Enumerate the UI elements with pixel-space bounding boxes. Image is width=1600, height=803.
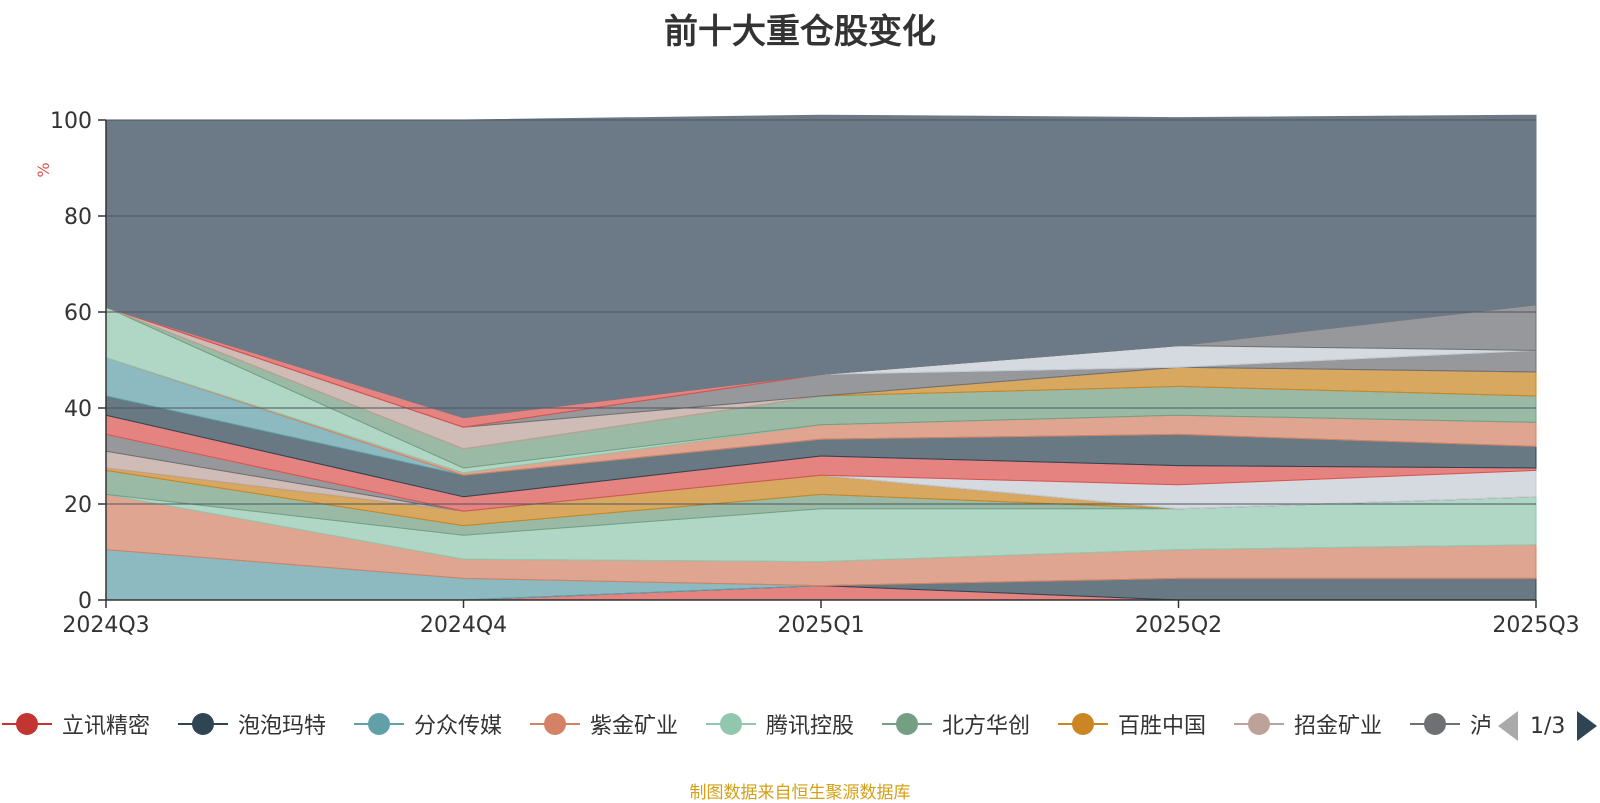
data-source-note: 制图数据来自恒生聚源数据库	[689, 783, 911, 803]
legend-marker-icon	[1058, 706, 1108, 742]
legend-marker-icon	[354, 706, 404, 742]
plot-area	[105, 114, 1537, 601]
y-tick-label-2: 40	[64, 397, 92, 422]
legend-page-indicator: 1/3	[1530, 713, 1566, 739]
legend-item-5[interactable]: 北方华创	[882, 706, 1030, 742]
legend-prev-page-button[interactable]	[1498, 711, 1518, 741]
y-axis-label: %	[34, 162, 53, 177]
legend-label: 百胜中国	[1118, 714, 1207, 739]
legend-marker-icon	[1410, 706, 1460, 742]
chart-title: 前十大重仓股变化	[664, 12, 936, 52]
legend-marker-icon	[1234, 706, 1284, 742]
y-tick-label-1: 20	[64, 493, 92, 518]
legend-marker-icon	[2, 706, 52, 742]
x-tick-label-0: 2024Q3	[62, 613, 149, 638]
legend-item-6[interactable]: 百胜中国	[1058, 706, 1206, 742]
legend-marker-icon	[882, 706, 932, 742]
legend-label: 分众传媒	[414, 714, 503, 739]
gridlines	[106, 119, 1536, 505]
area-series-22	[105, 114, 1537, 419]
legend: 立讯精密 泡泡玛特 分众传媒 紫金矿业 腾讯控股 北方华创 百胜中国 招金矿业 泸	[0, 706, 1490, 742]
legend-marker-icon	[706, 706, 756, 742]
legend-item-2[interactable]: 分众传媒	[354, 706, 502, 742]
legend-item-8[interactable]: 泸	[1410, 706, 1490, 742]
legend-label: 北方华创	[942, 714, 1031, 739]
legend-label: 泸	[1470, 714, 1490, 739]
legend-item-7[interactable]: 招金矿业	[1234, 706, 1382, 742]
x-tick-label-4: 2025Q3	[1492, 613, 1579, 638]
legend-marker-icon	[178, 706, 228, 742]
legend-label: 招金矿业	[1294, 714, 1383, 739]
y-tick-label-3: 60	[64, 301, 92, 326]
legend-marker-icon	[530, 706, 580, 742]
legend-item-0[interactable]: 立讯精密	[2, 706, 150, 742]
x-tick-label-2: 2025Q1	[777, 613, 864, 638]
x-tick-label-1: 2024Q4	[420, 613, 507, 638]
y-tick-label-0: 0	[78, 589, 92, 614]
legend-label: 腾讯控股	[766, 714, 855, 739]
axes: 0 20 40 60 80 100 2024Q3 2024Q4 2025Q1 2025Q2 2025…	[34, 109, 1580, 638]
legend-item-3[interactable]: 紫金矿业	[530, 706, 678, 742]
x-tick-label-3: 2025Q2	[1135, 613, 1222, 638]
legend-item-1[interactable]: 泡泡玛特	[178, 706, 326, 742]
legend-label: 立讯精密	[62, 714, 151, 739]
y-tick-label-5: 100	[50, 109, 92, 134]
chart-area: 0 20 40 60 80 100 2024Q3 2024Q4 2025Q1 2025Q2 2025…	[34, 109, 1580, 638]
y-tick-label-4: 80	[64, 205, 92, 230]
legend-next-page-button[interactable]	[1577, 711, 1598, 741]
legend-pager: 1/3	[1498, 708, 1598, 744]
legend-label: 泡泡玛特	[238, 714, 327, 739]
legend-label: 紫金矿业	[590, 714, 679, 739]
legend-item-4[interactable]: 腾讯控股	[706, 706, 854, 742]
